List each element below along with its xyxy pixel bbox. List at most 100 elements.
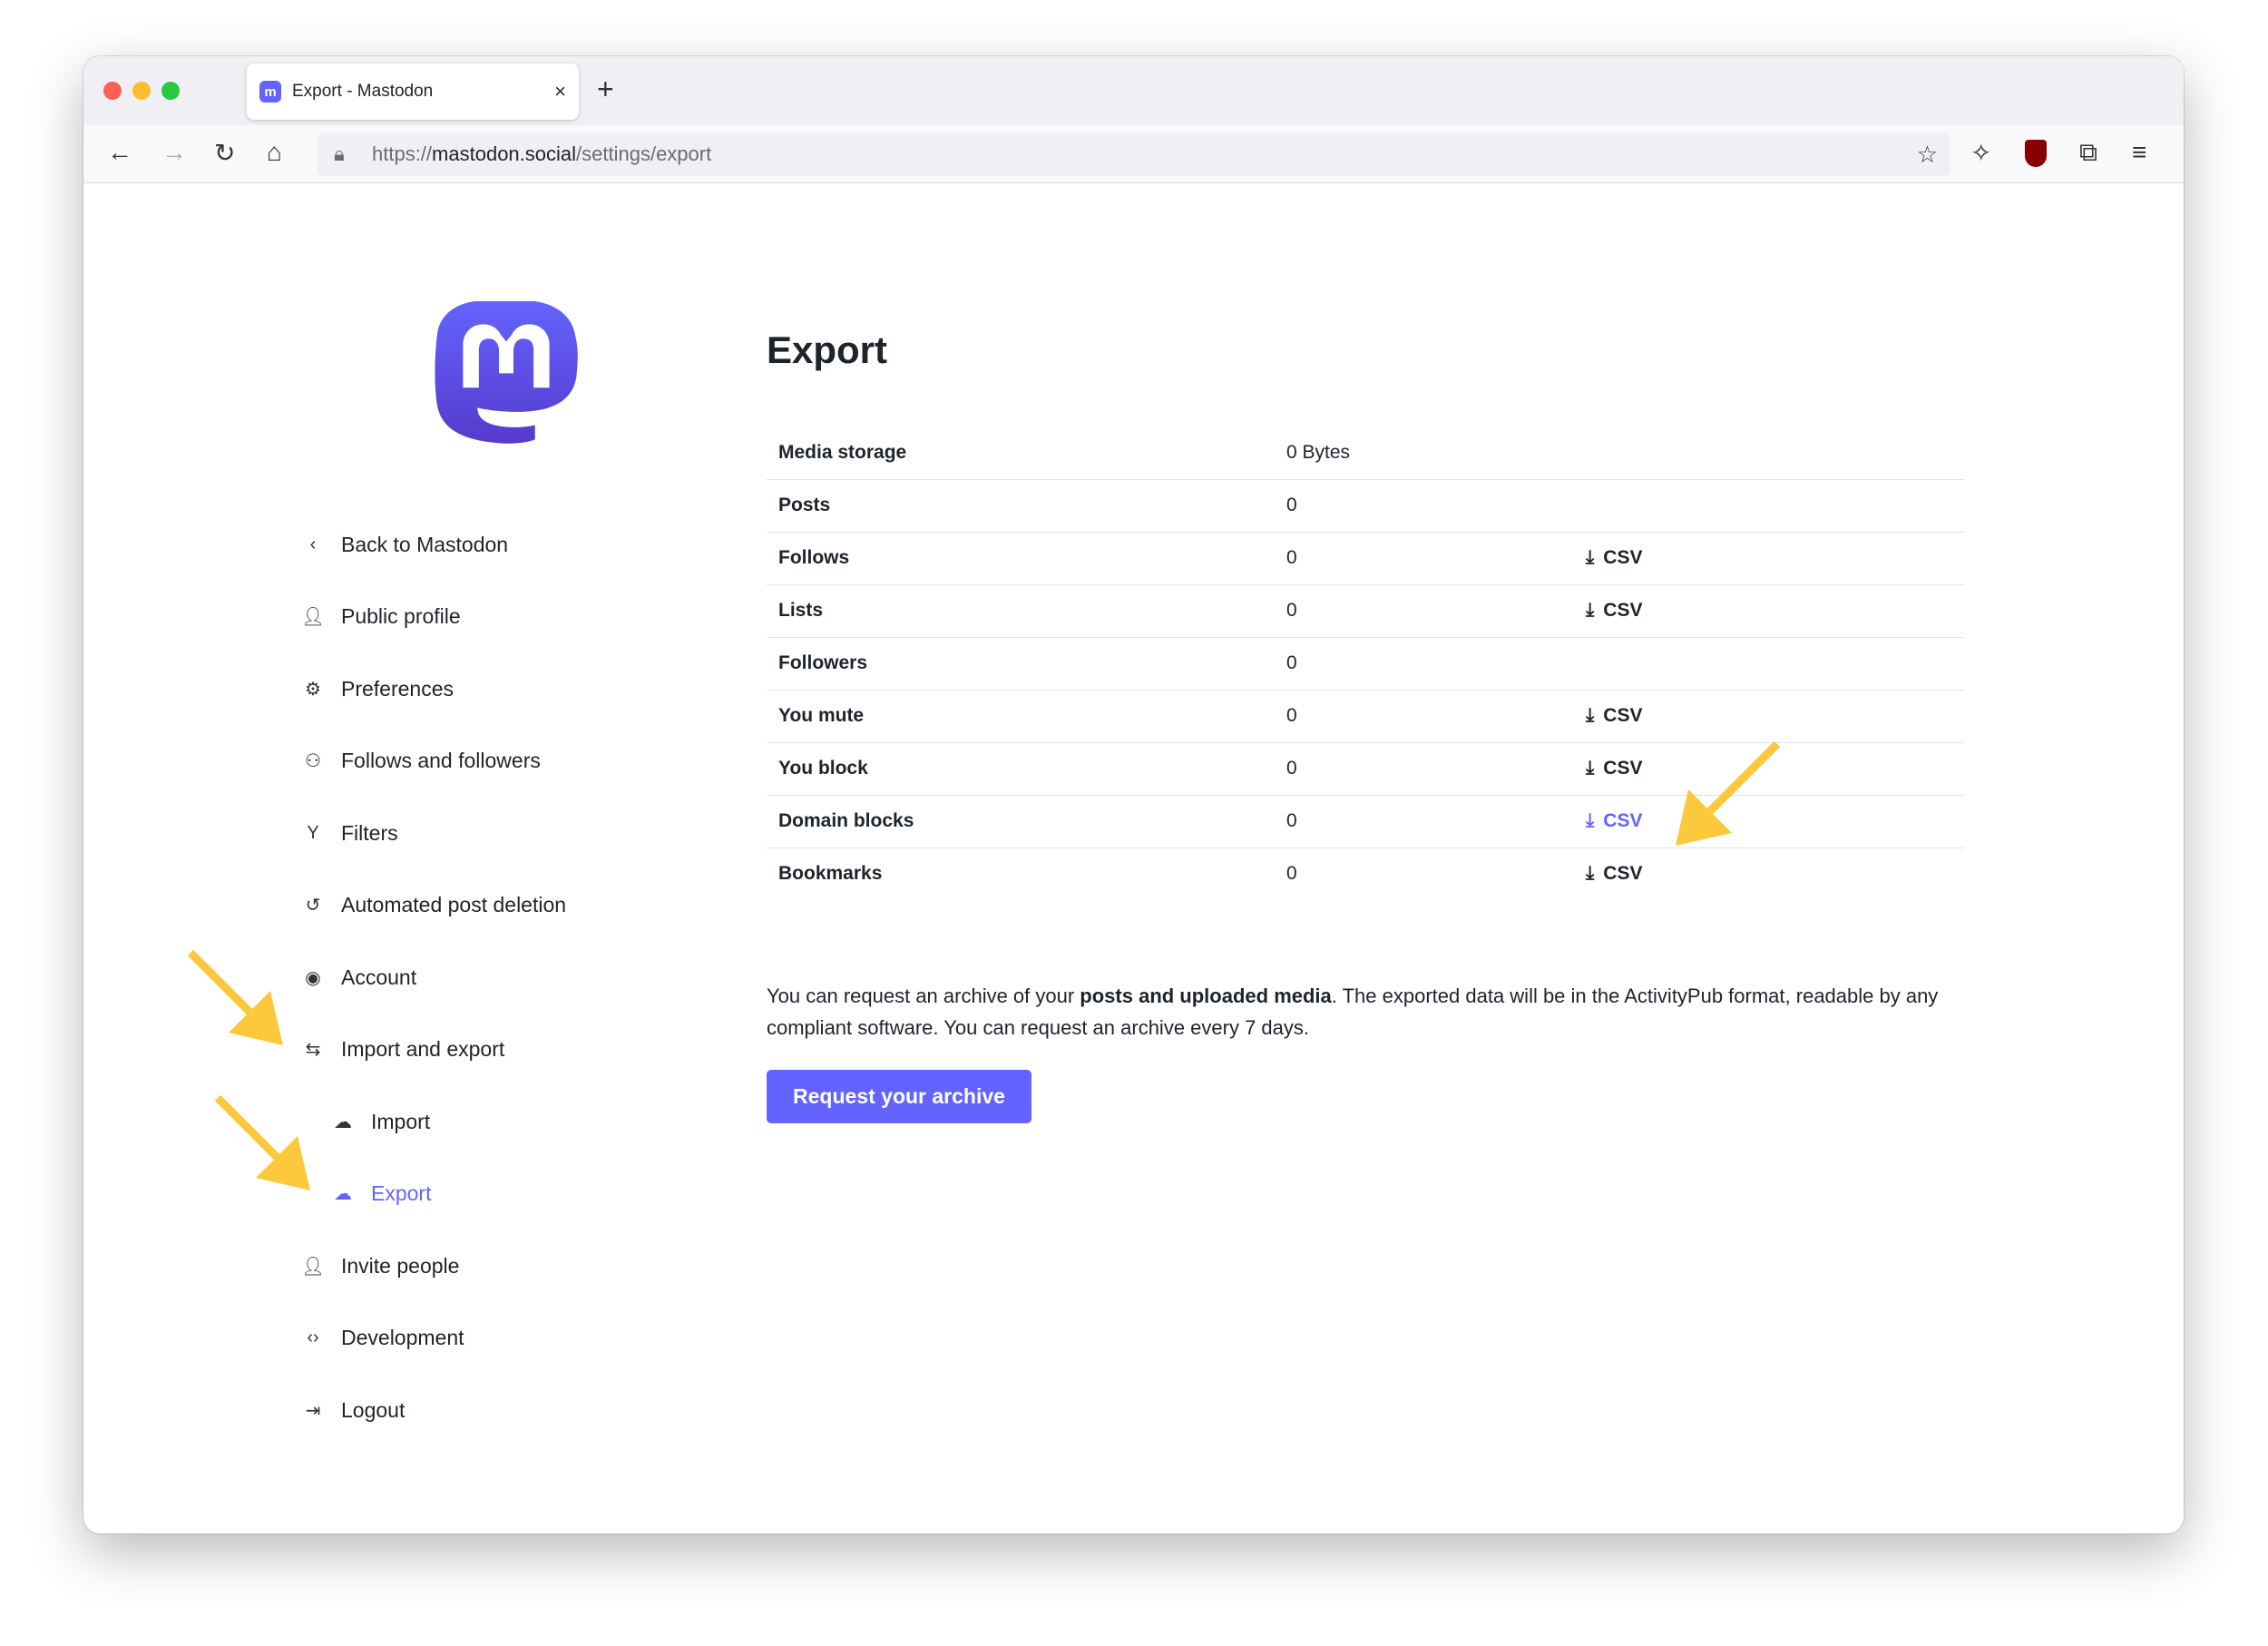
- new-tab-button[interactable]: +: [597, 73, 614, 105]
- download-icon: ⤓: [1586, 705, 1595, 726]
- url-prefix: https://: [372, 142, 433, 165]
- sidebar-item-logout[interactable]: ⇥ Logout: [301, 1398, 406, 1423]
- ublock-icon[interactable]: [2025, 140, 2047, 167]
- chevron-left-icon: ‹: [309, 534, 317, 554]
- sidebar-item-label: Logout: [341, 1398, 406, 1422]
- row-value: 0 Bytes: [1275, 426, 1574, 480]
- row-value: 0: [1275, 637, 1574, 691]
- home-icon[interactable]: ⌂: [267, 138, 282, 166]
- csv-download-link[interactable]: ⤓ CSV: [1586, 547, 1642, 569]
- lock-icon: 🔒︎: [334, 142, 345, 165]
- sidebar-item-public-profile[interactable]: 👤︎ Public profile: [301, 604, 460, 629]
- row-label: Media storage: [767, 426, 1275, 480]
- sidebar-item-filters[interactable]: Y Filters: [301, 821, 398, 846]
- forward-icon[interactable]: →: [161, 138, 187, 166]
- row-value: 0: [1275, 690, 1574, 743]
- row-action: ⤓ CSV: [1574, 532, 1964, 585]
- sidebar-item-account[interactable]: ◉ Account: [301, 965, 416, 990]
- sidebar-item-export[interactable]: ☁ Export: [331, 1181, 431, 1206]
- archive-info-text: You can request an archive of your posts…: [767, 985, 1939, 1039]
- row-value: 0: [1286, 863, 1297, 885]
- sidebar-item-back[interactable]: ‹ Back to Mastodon: [301, 533, 508, 557]
- history-icon: ↺: [305, 896, 321, 916]
- gear-icon: ⚙: [305, 680, 321, 700]
- sidebar-item-label: Account: [341, 965, 417, 989]
- row-value: 0: [1275, 584, 1574, 638]
- zoom-window-button[interactable]: [161, 82, 180, 100]
- sidebar-item-follows[interactable]: ⚇ Follows and followers: [301, 749, 541, 773]
- table-row: You mute 0 ⤓ CSV: [767, 690, 1964, 743]
- csv-download-link[interactable]: ⤓ CSV: [1586, 705, 1642, 727]
- csv-download-link[interactable]: ⤓ CSV: [1586, 810, 1642, 832]
- sidebar-item-invite[interactable]: 👤︎ Invite people: [301, 1254, 459, 1279]
- url-bar[interactable]: 🔒︎ https://mastodon.social/settings/expo…: [318, 132, 1950, 176]
- reload-icon[interactable]: ↻: [214, 139, 236, 167]
- csv-download-link[interactable]: ⤓ CSV: [1586, 600, 1642, 622]
- users-icon: ⚇: [305, 751, 321, 771]
- row-label: Lists: [767, 584, 1275, 638]
- sidebar-item-label: Import and export: [341, 1037, 505, 1061]
- row-action: ⤓ CSV: [1574, 847, 1964, 900]
- table-row: You block 0 ⤓ CSV: [767, 742, 1964, 796]
- sidebar-item-import-export[interactable]: ⇆ Import and export: [301, 1037, 505, 1062]
- request-archive-button[interactable]: Request your archive: [767, 1070, 1031, 1123]
- download-icon: ⤓: [1586, 810, 1595, 831]
- sidebar-item-development[interactable]: ‹› Development: [301, 1326, 464, 1350]
- csv-label: CSV: [1603, 758, 1643, 779]
- user-circle-icon: ◉: [305, 968, 321, 988]
- download-icon: ⤓: [1586, 600, 1595, 621]
- page-content: ‹ Back to Mastodon 👤︎ Public profile ⚙ Pref…: [83, 183, 2184, 1533]
- row-action: [1574, 637, 1964, 691]
- extension-icon[interactable]: ✧: [1970, 139, 1992, 167]
- user-icon: 👤︎: [301, 607, 325, 627]
- sidebar-item-label: Filters: [341, 821, 398, 845]
- page-title: Export: [767, 328, 888, 371]
- table-row: Bookmarks 0 ⤓ CSV: [767, 847, 1964, 900]
- row-value: 0: [1275, 532, 1574, 585]
- import-export-icon: ⇆: [305, 1040, 321, 1060]
- annotation-arrow-icon: [1676, 740, 1781, 846]
- row-value: 0: [1275, 479, 1574, 533]
- sidebar-item-label: Import: [371, 1110, 431, 1133]
- logout-icon: ⇥: [305, 1401, 321, 1421]
- table-row: Lists 0 ⤓ CSV: [767, 584, 1964, 638]
- csv-label: CSV: [1603, 810, 1643, 831]
- row-label: You mute: [767, 690, 1275, 743]
- sidebar-item-import[interactable]: ☁ Import: [331, 1110, 430, 1134]
- browser-window: m Export - Mastodon × + ← → ↻ ⌂ 🔒︎ https…: [83, 56, 2184, 1533]
- menu-icon[interactable]: ≡: [2132, 138, 2147, 166]
- csv-label: CSV: [1603, 600, 1643, 621]
- csv-label: CSV: [1603, 863, 1643, 885]
- sidebar-item-preferences[interactable]: ⚙ Preferences: [301, 677, 454, 701]
- row-value: 0: [1275, 742, 1574, 796]
- annotation-arrow-icon: [187, 949, 283, 1045]
- csv-download-link[interactable]: ⤓ CSV: [1586, 863, 1642, 885]
- bookmark-star-icon[interactable]: ☆: [1916, 140, 1938, 168]
- back-icon[interactable]: ←: [107, 138, 132, 166]
- extensions-puzzle-icon[interactable]: ⧉: [2079, 138, 2097, 166]
- row-label: Followers: [767, 637, 1275, 691]
- sidebar-item-post-deletion[interactable]: ↺ Automated post deletion: [301, 893, 566, 917]
- row-label: Domain blocks: [767, 795, 1275, 848]
- minimize-window-button[interactable]: [132, 82, 151, 100]
- row-action: [1574, 479, 1964, 533]
- tab-bar: m Export - Mastodon × +: [83, 56, 2184, 125]
- sidebar-item-label: Invite people: [341, 1254, 460, 1278]
- csv-download-link[interactable]: ⤓ CSV: [1586, 758, 1642, 779]
- cloud-download-icon: ☁: [334, 1184, 352, 1204]
- nav-toolbar: ← → ↻ ⌂ 🔒︎ https://mastodon.social/setti…: [83, 125, 2184, 183]
- url-host: mastodon.social: [432, 142, 577, 165]
- sidebar-item-label: Export: [371, 1181, 432, 1205]
- tab-export[interactable]: m Export - Mastodon ×: [247, 64, 579, 120]
- mastodon-logo[interactable]: [434, 301, 579, 451]
- row-label: You block: [767, 742, 1275, 796]
- table-row: Media storage 0 Bytes: [767, 426, 1964, 480]
- row-action: ⤓ CSV: [1574, 795, 1964, 848]
- table-row: Posts 0: [767, 479, 1964, 533]
- close-window-button[interactable]: [103, 82, 122, 100]
- download-icon: ⤓: [1586, 758, 1595, 779]
- close-tab-icon[interactable]: ×: [554, 80, 566, 103]
- annotation-arrow-icon: [214, 1094, 310, 1190]
- csv-label: CSV: [1603, 705, 1643, 726]
- export-table: Media storage 0 Bytes Posts 0 Follows 0 ⤓ CSV Li…: [767, 426, 1964, 900]
